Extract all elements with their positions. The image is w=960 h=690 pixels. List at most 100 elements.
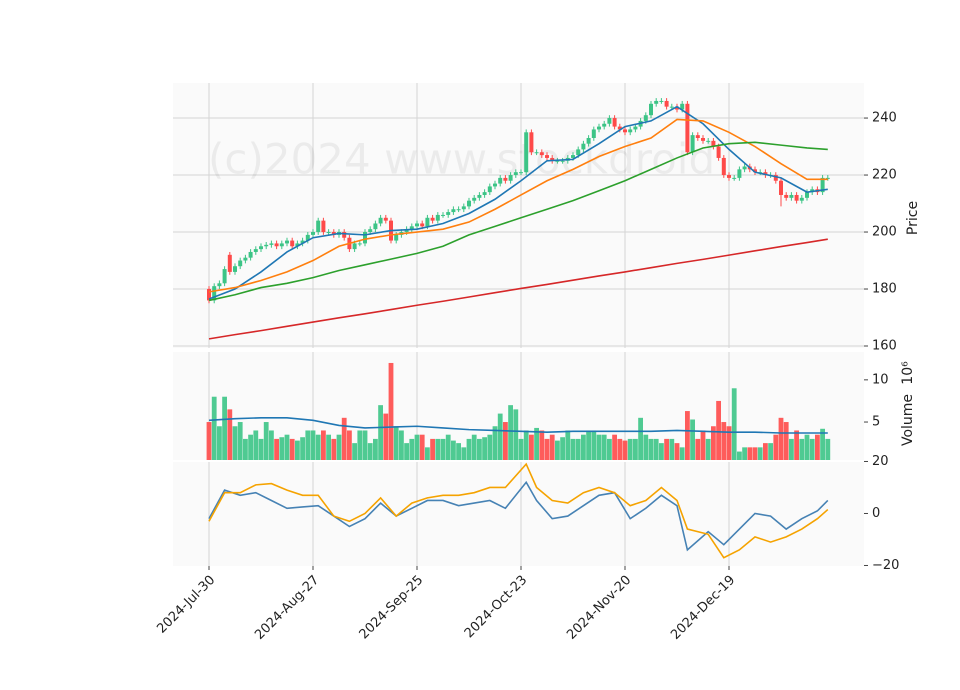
volume-bar [534,427,539,460]
candle-body [378,217,383,224]
volume-bar [451,440,456,460]
candle-body [560,160,565,162]
volume-bar [544,438,550,460]
volume-bar [752,447,758,460]
candle-body [316,220,321,233]
volume-bar [773,434,779,460]
volume-bar [607,438,612,460]
candle-body [409,226,414,230]
candle-body [295,243,300,247]
candle-body [456,209,461,211]
candle-body [690,135,695,153]
volume-bar [211,396,217,460]
candle-body [680,103,685,110]
volume-bar [809,438,815,460]
volume-bar [560,437,565,460]
candle-body [732,177,737,179]
candle-body [820,177,825,193]
candle-body [576,149,581,156]
volume-bar [763,443,768,460]
y-tick-label: 5 [872,415,880,430]
line [208,105,828,300]
candle-body [368,229,373,233]
volume-bar [685,411,690,460]
candle-body [279,243,284,247]
candle-body [477,194,482,198]
volume-bar [539,430,545,460]
candle-body [274,243,279,247]
candle-body [597,126,601,130]
line [208,462,829,559]
volume-bar [643,434,649,460]
y-tick-label: 20 [872,454,889,469]
candle-body [513,172,518,176]
volume-bar [362,430,368,460]
volume-bar [414,434,420,460]
candle-body [253,249,258,252]
candle-body [519,172,523,174]
candle-body [305,234,310,241]
candle-body [654,100,659,104]
volume-bar [492,426,498,460]
candle-body [363,232,367,244]
volume-bar [206,422,212,460]
candle-body [233,266,237,272]
candle-body [467,200,471,207]
candle-body [425,217,430,227]
volume-bar [565,430,571,460]
volume-bar [612,434,617,460]
y-tick-label: 220 [872,168,897,183]
volume-bar [627,438,633,460]
volume-bar [383,413,389,460]
volume-bar [648,438,654,460]
volume-bar [549,434,555,460]
candle-body [550,157,555,161]
candle-body [628,129,633,133]
candle-body [248,251,253,258]
volume-bar [399,430,404,460]
volume-bar [820,428,825,460]
y-tick-label: 160 [872,339,897,354]
volume-bar [622,440,628,460]
volume-bar [321,430,326,460]
volume-bar [487,434,493,460]
volume-bar [659,443,664,460]
candle-body [435,214,440,221]
volume-bar [633,438,638,460]
candle-body [259,246,263,250]
candle-body [581,143,586,150]
candle-body [451,209,456,213]
candle-body [789,194,794,198]
volume-bar [581,434,586,460]
candle-body [326,232,331,234]
candle-body [217,283,222,287]
volume-bar [341,417,347,460]
volume-bar [737,451,742,460]
candle-body [243,257,248,261]
y-tick-label: −20 [872,558,899,573]
volume-bar [445,434,451,460]
candle-body [503,177,508,181]
volume-bar [638,417,643,460]
candle-body [441,214,445,216]
candle-body [633,126,638,130]
candle-body [586,137,591,144]
volume-bar [440,438,446,460]
volume-bar [419,434,425,460]
candle-body [727,175,731,178]
panel-background [173,462,864,566]
candle-body [394,234,399,241]
volume-bar [425,447,430,460]
candle-body [685,103,690,153]
volume-bar [778,417,784,460]
candle-body [430,217,435,221]
candle-body [649,103,653,116]
candle-body [383,217,388,221]
volume-bar [300,437,305,460]
candle-body [539,152,544,156]
candle-body [311,232,315,235]
candle-body [669,106,674,108]
volume-bar [757,447,763,460]
candle-body [773,175,778,181]
volume-bar [471,434,477,460]
